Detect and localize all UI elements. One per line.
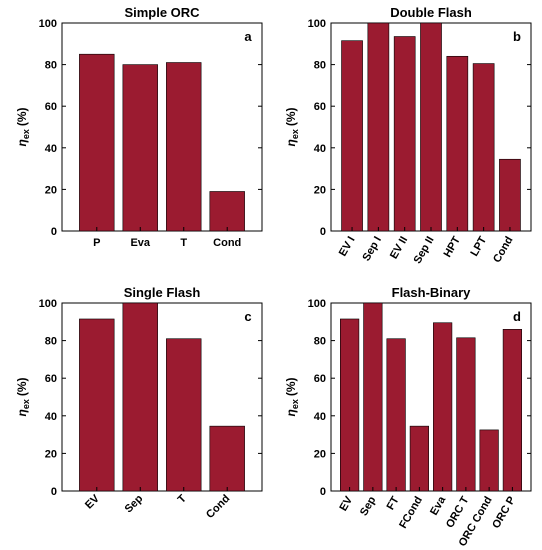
bar-ft [386,338,406,492]
y-axis-label-subscript: ex [21,129,31,139]
panel-label: c [244,309,251,324]
chart-title: Simple ORC [124,5,200,20]
y-tick-label: 0 [320,226,326,238]
y-tick-label: 60 [45,373,57,385]
panel-label: a [244,29,252,44]
chart-panel-a: Simple ORC a 0 20 40 60 80 100 ηex (%) P Eva T Cond [15,5,263,249]
x-tick-label: Cond [213,237,241,249]
bar-lpt [472,63,495,232]
bar-cond [499,158,521,232]
x-tick-label: Sep II [412,235,437,266]
y-tick-label: 80 [314,60,326,72]
y-tick-label: 20 [45,184,57,196]
y-tick-label: 0 [51,486,57,498]
y-axis-label-symbol: η [284,409,298,416]
x-tick-label: Cond [491,235,515,265]
x-tick-label: EV I [337,235,358,259]
y-tick-label: 80 [45,336,57,348]
y-tick-label: 80 [45,60,57,72]
y-tick-label: 20 [45,448,57,460]
y-tick-label: 60 [314,101,326,113]
chart-title: Flash-Binary [392,285,472,300]
x-tick-label: FCond [397,495,425,531]
y-tick-label: 40 [45,143,57,155]
x-tick-label: T [180,237,187,249]
bar-cond [209,425,245,492]
bar-hpt [446,55,469,232]
y-axis-label-symbol: η [15,409,29,416]
x-tick-label: Sep [123,492,146,515]
y-axis-label: ηex (%) [284,377,300,416]
x-tick-label: Sep I [360,235,384,264]
y-axis-label-symbol: η [15,139,29,146]
y-axis-label: ηex (%) [15,377,31,416]
bar-p [79,53,115,232]
bar-orc-p [502,329,522,492]
x-tick-label: Eva [428,494,449,518]
y-tick-label: 100 [39,18,57,30]
panel-label: d [513,309,521,324]
bar-sep [122,302,158,492]
y-axis-label-subscript: ex [290,129,300,139]
bar-ev-ii [393,36,416,232]
y-axis-label-unit: (%) [15,107,29,126]
bar-sep-i [367,22,390,232]
x-tick-label: Eva [130,237,150,249]
y-tick-label: 80 [314,336,326,348]
y-tick-label: 0 [51,226,57,238]
x-tick-label: P [93,237,100,249]
bar-fcond [409,425,429,492]
bar-orc-t [456,337,476,492]
y-axis-label-unit: (%) [15,377,29,396]
y-tick-label: 100 [39,298,57,310]
chart-title: Double Flash [390,5,472,20]
y-axis-label: ηex (%) [284,107,300,146]
bar-orc-cond [479,429,499,492]
y-tick-label: 60 [45,101,57,113]
bar-t [166,338,202,492]
x-tick-label: ORC P [490,495,518,531]
y-tick-label: 40 [45,411,57,423]
x-tick-label: HPT [442,234,464,259]
x-tick-label: Cond [204,493,232,521]
bar-ev [340,318,360,492]
x-tick-label: Sep [358,494,379,518]
bar-sep-ii [420,22,442,232]
x-tick-label: EV [83,492,102,511]
x-tick-label: T [176,492,189,505]
y-axis-label-subscript: ex [21,399,31,409]
y-tick-label: 60 [314,373,326,385]
plot-frame [330,302,532,492]
x-tick-label: EV [337,494,355,513]
bar-eva [122,64,158,232]
y-axis-label-unit: (%) [284,377,298,396]
y-axis-label-symbol: η [284,139,298,146]
x-tick-label: LPT [468,234,489,258]
bar-ev-i [341,40,363,232]
bar-t [166,62,202,232]
chart-title: Single Flash [124,285,201,300]
y-tick-label: 100 [308,18,326,30]
y-tick-label: 100 [308,298,326,310]
y-axis-label-unit: (%) [284,107,298,126]
y-axis-label: ηex (%) [15,107,31,146]
y-tick-label: 20 [314,184,326,196]
x-tick-label: EV II [388,235,410,262]
chart-panel-d: Flash-Binary d 0 20 40 60 80 100 ηex (%) EV Sep FTFC… [284,285,532,549]
y-tick-label: 0 [320,486,326,498]
y-axis-label-subscript: ex [290,399,300,409]
chart-panel-c: Single Flash c 0 20 40 60 80 100 ηex (%) EV Sep T Con… [15,285,263,521]
bar-ev [79,318,115,492]
y-tick-label: 40 [314,411,326,423]
x-tick-label: FT [385,494,402,512]
bar-cond [209,191,245,232]
bar-eva [433,322,453,492]
y-tick-label: 20 [314,448,326,460]
panel-label: b [513,29,521,44]
bar-sep [363,302,383,492]
y-tick-label: 40 [314,143,326,155]
